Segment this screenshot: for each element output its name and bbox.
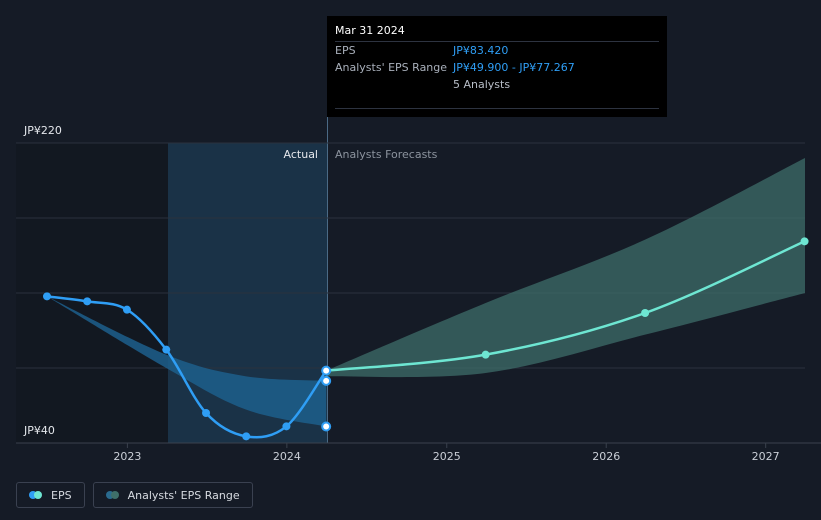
tooltip-range-high: JP¥77.267 <box>519 61 575 74</box>
data-point <box>162 345 171 354</box>
x-tick-label: 2026 <box>592 450 620 463</box>
hover-marker <box>321 365 332 376</box>
y-top-label: JP¥220 <box>23 124 62 137</box>
crosshair-line <box>327 117 328 443</box>
hover-marker <box>321 375 332 386</box>
tooltip-range-separator: - <box>508 61 520 74</box>
tooltip-range-low: JP¥49.900 <box>453 61 509 74</box>
data-point <box>242 432 251 441</box>
range-band-actual <box>47 296 327 427</box>
tooltip-eps-value: JP¥83.420 <box>453 44 509 57</box>
tooltip-eps-label: EPS <box>335 44 356 57</box>
x-tick-label: 2024 <box>273 450 301 463</box>
range-band-forecast <box>326 158 805 378</box>
y-bottom-label: JP¥40 <box>23 424 55 437</box>
tooltip-date: Mar 31 2024 <box>335 24 405 37</box>
data-point <box>481 350 490 359</box>
tooltip: Mar 31 2024 EPS JP¥83.420 Analysts' EPS … <box>327 16 667 117</box>
series-line-forecast <box>326 240 806 372</box>
data-point <box>641 309 650 317</box>
x-tick-label: 2023 <box>113 450 141 463</box>
data-point <box>202 409 211 417</box>
range-swatch-icon <box>105 491 120 499</box>
forecast-label: Analysts Forecasts <box>335 148 438 161</box>
data-point <box>282 422 291 431</box>
x-tick-label: 2025 <box>433 450 461 463</box>
data-point <box>43 292 51 301</box>
actual-label: Actual <box>284 148 318 161</box>
eps-swatch-icon <box>29 491 43 499</box>
legend-eps-toggle[interactable]: EPS <box>16 482 85 508</box>
tooltip-analysts: 5 Analysts <box>453 78 511 91</box>
legend-range-toggle[interactable]: Analysts' EPS Range <box>92 482 253 508</box>
legend-eps-label: EPS <box>51 488 72 502</box>
legend: EPS Analysts' EPS Range <box>16 482 253 508</box>
legend-range-label: Analysts' EPS Range <box>127 488 240 502</box>
data-point <box>800 237 809 246</box>
tooltip-range-label: Analysts' EPS Range <box>335 61 448 74</box>
hover-marker <box>321 421 332 432</box>
data-point <box>122 305 131 314</box>
data-point <box>83 297 92 306</box>
x-tick-label: 2027 <box>752 450 780 463</box>
